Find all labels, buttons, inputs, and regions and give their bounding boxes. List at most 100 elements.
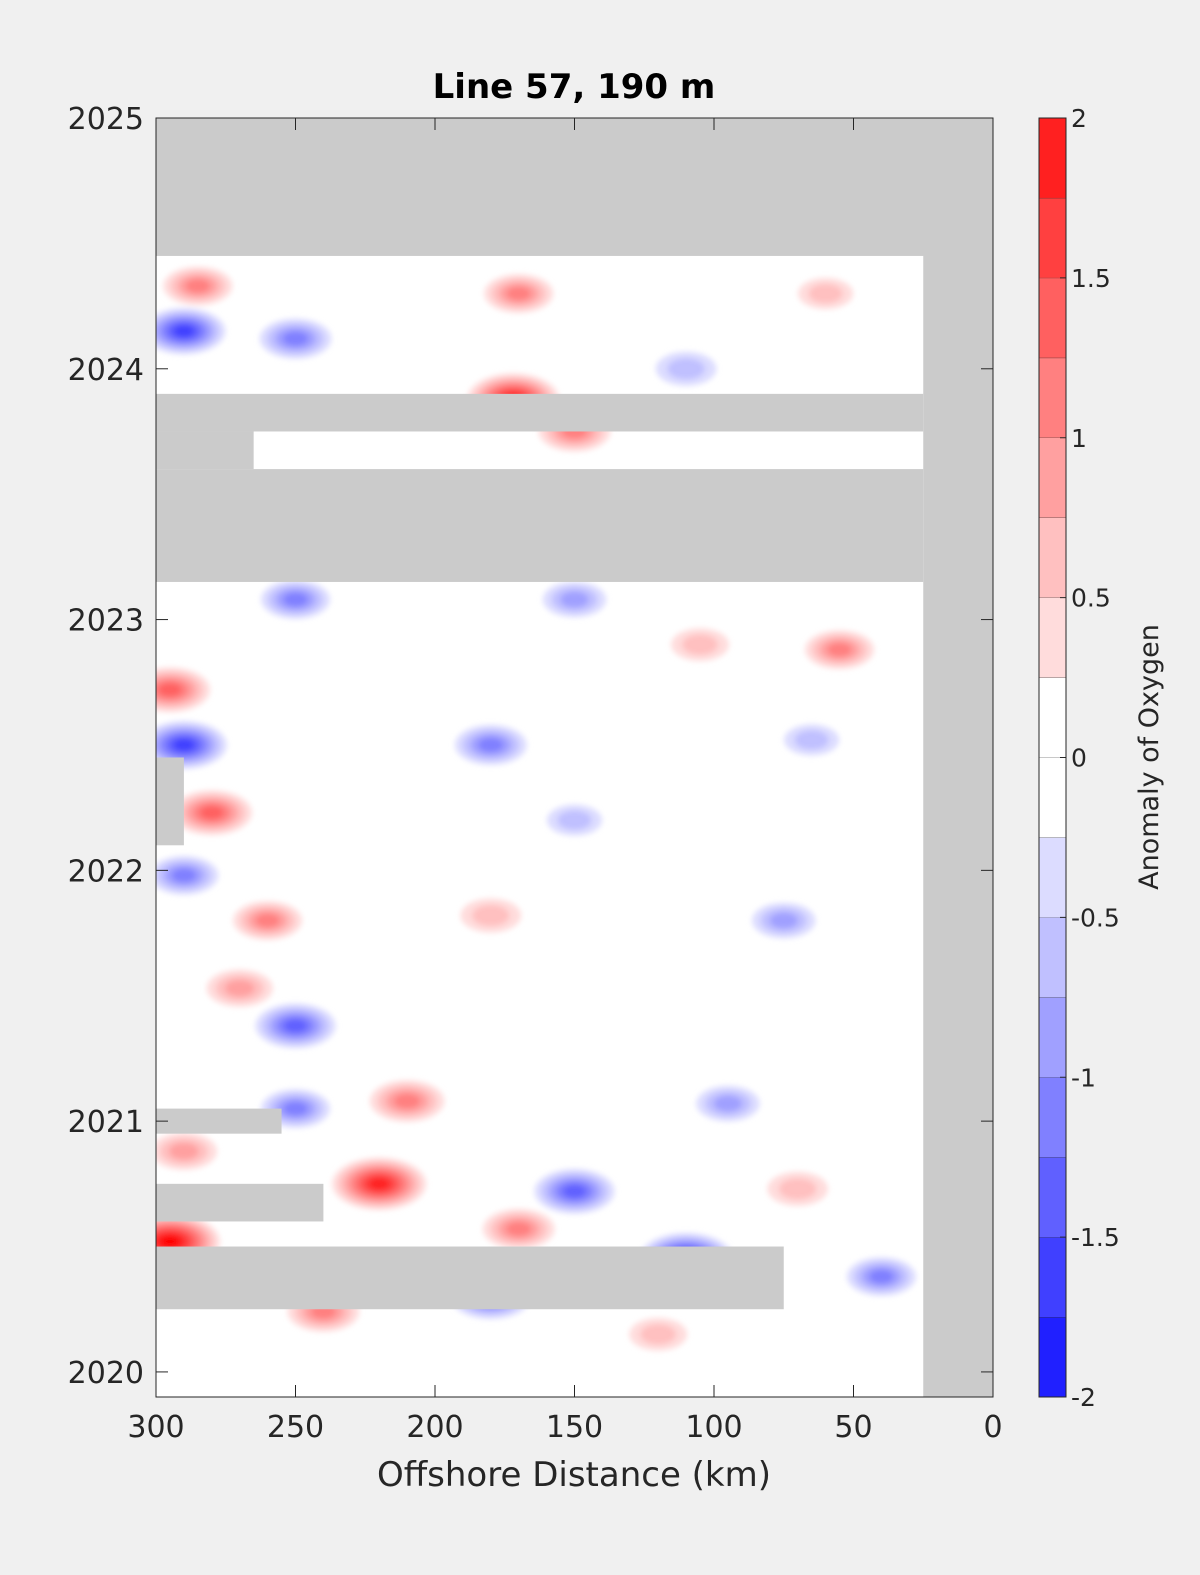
colorbar-segment-14 (1039, 197, 1066, 278)
anomaly-feature-1 (484, 274, 554, 313)
anomaly-level-16-5 (200, 806, 224, 820)
anomaly-level-1-4 (506, 286, 531, 301)
x-axis-label: Offshore Distance (km) (377, 1455, 771, 1495)
missing-band-3 (156, 393, 924, 432)
anomaly-feature-14 (454, 724, 527, 766)
anomaly-level-37-2 (640, 1324, 676, 1345)
missing-band-0 (156, 118, 993, 256)
anomaly-feature-8 (261, 580, 330, 619)
anomaly-level-0-4 (185, 279, 210, 293)
missing-band-2 (156, 469, 924, 582)
colorbar-tick-label-0: 0 (1071, 744, 1087, 773)
colorbar-tick-label--1: -1 (1071, 1063, 1096, 1092)
anomaly-level-27-3 (169, 1142, 199, 1160)
anomaly-feature-16 (171, 790, 252, 835)
colorbar-tick-label-1: 1 (1071, 424, 1087, 453)
x-tick-label-250: 250 (267, 1410, 324, 1445)
missing-band-5 (156, 757, 184, 846)
anomaly-level-34-4 (869, 1269, 894, 1284)
anomaly-level-17-2 (557, 810, 592, 830)
colorbar-segment-8 (1039, 677, 1066, 758)
colorbar-segment-10 (1039, 517, 1066, 598)
anomaly-feature-27 (156, 1132, 217, 1170)
y-tick-label-2024: 2024 (68, 353, 144, 388)
anomaly-feature-22 (206, 969, 273, 1007)
colorbar-segment-12 (1039, 357, 1066, 438)
anomaly-level-19-4 (255, 913, 280, 928)
colorbar-segment-9 (1039, 597, 1066, 678)
anomaly-level-9-3 (560, 591, 589, 608)
colorbar-tick-label--0.5: -0.5 (1071, 903, 1120, 932)
anomaly-feature-29 (534, 1169, 615, 1214)
anomaly-level-23-5 (284, 1019, 307, 1033)
anomaly-feature-12 (156, 667, 210, 713)
x-tick-label-200: 200 (406, 1410, 463, 1445)
colorbar-segment-6 (1039, 837, 1066, 918)
colorbar-tick-label-0.5: 0.5 (1071, 584, 1111, 613)
anomaly-feature-19 (233, 901, 303, 940)
anomaly-level-29-5 (563, 1184, 586, 1198)
chart-title: Line 57, 190 m (433, 67, 716, 107)
anomaly-feature-0 (163, 266, 233, 306)
x-tick-label-300: 300 (127, 1410, 184, 1445)
colorbar: 2 1.5 1 0.5 0 -0.5 -1 -1.5 -2 (1038, 104, 1120, 1412)
plot-area (156, 118, 993, 1397)
anomaly-feature-18 (156, 856, 219, 895)
anomaly-feature-5 (655, 351, 717, 386)
colorbar-label: Anomaly of Oxygen (1134, 624, 1165, 890)
anomaly-feature-20 (460, 898, 522, 933)
anomaly-feature-3 (156, 308, 226, 355)
anomaly-level-15-2 (794, 730, 829, 750)
anomaly-feature-21 (752, 902, 816, 939)
anomaly-feature-11 (805, 630, 875, 669)
y-axis: 2025 2024 2023 2022 2021 2020 (68, 102, 993, 1391)
colorbar-segment-5 (1039, 917, 1066, 998)
anomaly-level-26-4 (283, 1101, 308, 1116)
anomaly-feature-9 (542, 581, 607, 618)
anomaly-level-25-3 (713, 1095, 743, 1112)
anomaly-feature-10 (671, 628, 729, 661)
anomaly-level-3-6 (173, 325, 194, 337)
x-tick-label-100: 100 (685, 1410, 742, 1445)
colorbar-segment-3 (1039, 1077, 1066, 1158)
anomaly-level-14-4 (478, 737, 504, 752)
anomaly-feature-37 (629, 1318, 688, 1351)
anomaly-level-8-4 (283, 592, 308, 607)
y-tick-label-2022: 2022 (68, 854, 144, 889)
x-tick-label-150: 150 (546, 1410, 603, 1445)
x-tick-label-0: 0 (983, 1410, 1002, 1445)
anomaly-feature-4 (259, 318, 332, 359)
anomaly-feature-28 (332, 1157, 427, 1210)
anomaly-feature-31 (482, 1208, 555, 1250)
anomaly-feature-24 (369, 1080, 445, 1122)
colorbar-tick-label--2: -2 (1071, 1383, 1096, 1412)
anomaly-level-10-2 (682, 634, 718, 655)
y-tick-label-2020: 2020 (68, 1356, 144, 1391)
anomaly-feature-34 (846, 1257, 916, 1296)
anomaly-level-20-2 (472, 904, 510, 926)
y-tick-label-2021: 2021 (68, 1105, 144, 1140)
anomaly-feature-13 (156, 721, 227, 769)
anomaly-level-12-5 (158, 683, 182, 697)
anomaly-level-32-8 (160, 1236, 180, 1247)
anomaly-feature-23 (255, 1003, 336, 1049)
anomaly-feature-26 (261, 1089, 330, 1128)
anomaly-level-28-7 (369, 1178, 390, 1190)
anomaly-level-13-6 (173, 739, 195, 751)
anomaly-feature-25 (696, 1085, 760, 1122)
anomaly-feature-15 (784, 724, 840, 756)
anomaly-feature-30 (767, 1171, 828, 1206)
colorbar-segment-0 (1039, 1317, 1066, 1397)
colorbar-segment-7 (1039, 757, 1066, 838)
anomaly-level-24-4 (394, 1093, 421, 1109)
colorbar-segment-4 (1039, 997, 1066, 1078)
anomaly-level-21-3 (769, 912, 798, 929)
missing-band-6 (156, 1108, 282, 1134)
missing-band-4 (156, 431, 254, 470)
colorbar-tick-label-2: 2 (1071, 104, 1087, 133)
missing-band-8 (156, 1246, 784, 1310)
anomaly-level-11-4 (827, 642, 852, 657)
colorbar-segment-2 (1039, 1157, 1066, 1238)
missing-band-7 (156, 1183, 324, 1222)
